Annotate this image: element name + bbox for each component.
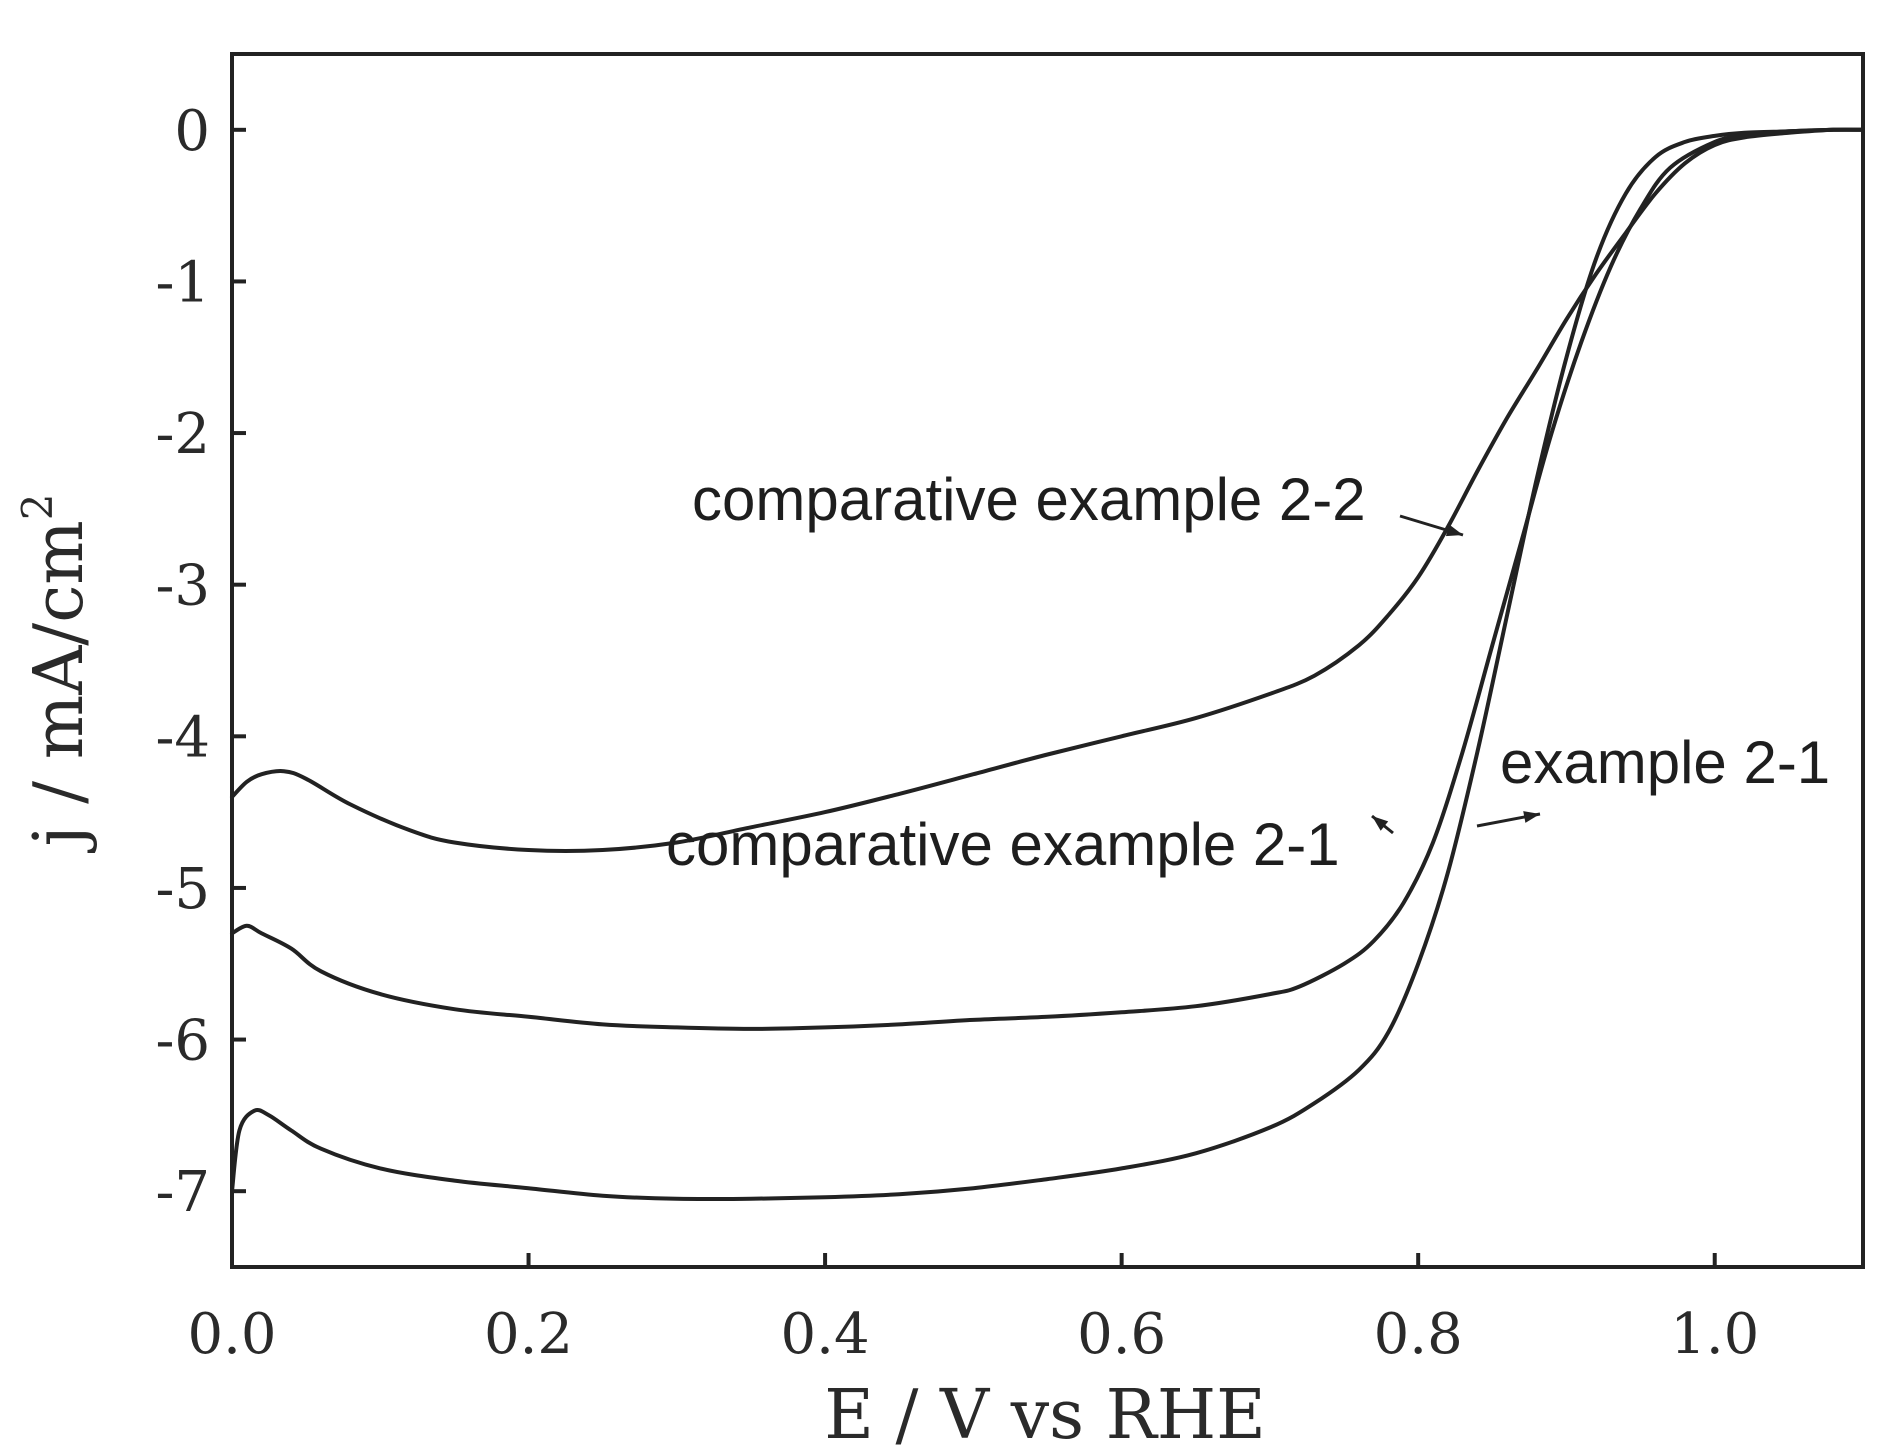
y-axis-title: j / mA/cm2	[13, 493, 99, 853]
y-tick-label: 0	[174, 99, 210, 164]
example-2-1-label: example 2-1	[1500, 729, 1830, 796]
x-tick-label: 0.4	[781, 1302, 870, 1367]
x-tick-label: 0.8	[1374, 1302, 1463, 1367]
annotation-layer: comparative example 2-2 comparative examp…	[666, 466, 1830, 878]
comparative-example-2-2-label: comparative example 2-2	[692, 466, 1366, 533]
y-tick-label: -5	[155, 857, 210, 922]
plot-frame	[232, 54, 1863, 1267]
y-axis-title-group: j / mA/cm2	[13, 493, 99, 853]
y-tick-label: -6	[155, 1009, 210, 1074]
example-2-1-line	[232, 130, 1863, 1199]
y-axis-title-superscript: 2	[13, 493, 62, 520]
x-axis: 0.0 0.2 0.4 0.6 0.8 1.0	[187, 1253, 1759, 1367]
series-layer	[232, 130, 1863, 1199]
comparative-example-2-1-line	[232, 130, 1863, 1029]
y-axis-title-text: j / mA/cm	[20, 520, 99, 853]
example-2-1-arrowhead	[1523, 811, 1540, 823]
x-tick-label: 1.0	[1670, 1302, 1759, 1367]
y-tick-label: -1	[155, 250, 210, 315]
y-tick-label: -4	[155, 705, 210, 770]
y-tick-label: -3	[155, 554, 210, 619]
y-tick-label: -2	[155, 402, 210, 467]
x-axis-title: E / V vs RHE	[824, 1376, 1266, 1449]
x-tick-label: 0.0	[187, 1302, 276, 1367]
comparative-example-2-1-label: comparative example 2-1	[666, 811, 1340, 878]
x-tick-label: 0.6	[1077, 1302, 1166, 1367]
x-tick-label: 0.2	[484, 1302, 573, 1367]
y-tick-label: -7	[155, 1160, 210, 1225]
